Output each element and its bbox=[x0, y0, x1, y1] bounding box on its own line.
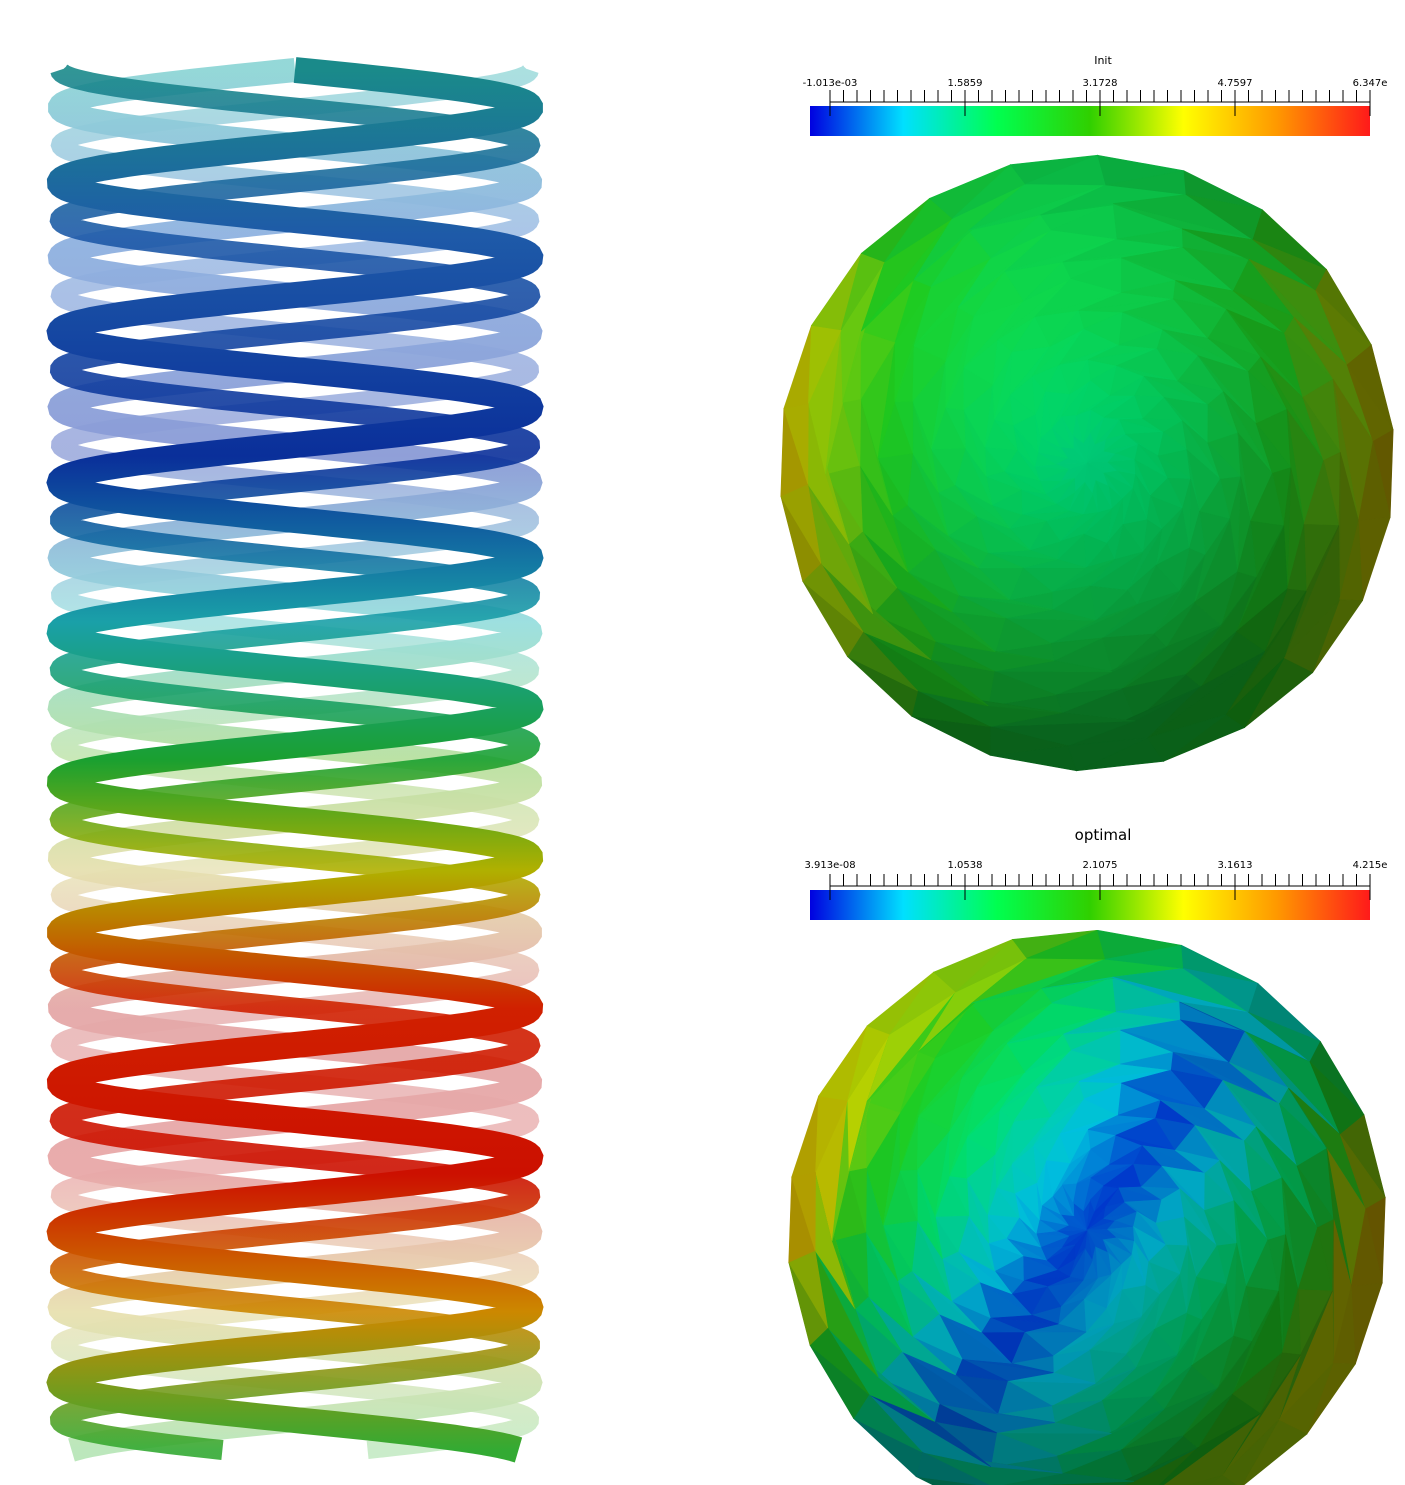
sphere-facet bbox=[1194, 571, 1238, 626]
colorbar-tick-label: 4.215e bbox=[1352, 860, 1388, 871]
colorbar-tick-label: 6.347e bbox=[1352, 78, 1388, 89]
sphere-facet bbox=[1182, 479, 1191, 549]
colorbar-tick-label: 3.913e-08 bbox=[804, 860, 856, 871]
sphere-facet bbox=[1182, 1394, 1233, 1449]
helix-strand bbox=[46, 57, 544, 1463]
optimal-colorbar bbox=[810, 874, 1371, 920]
sphere-facet bbox=[1350, 1282, 1383, 1365]
init-colorbar-title: Init bbox=[1094, 54, 1112, 67]
colorbar-tick-label: 4.7597 bbox=[1217, 78, 1253, 89]
sphere-facet bbox=[1107, 462, 1136, 475]
sphere-facet bbox=[1179, 1245, 1189, 1313]
sphere-facet bbox=[1191, 1284, 1227, 1366]
colorbar-tick-label: 2.1075 bbox=[1082, 860, 1118, 871]
sphere-facet bbox=[1147, 714, 1226, 762]
sphere-facet bbox=[1113, 1447, 1198, 1485]
sphere-facet bbox=[1208, 1474, 1237, 1485]
helix-strand bbox=[49, 64, 541, 1460]
colorbar-tick-label: 1.0538 bbox=[947, 860, 983, 871]
sphere-facet bbox=[1186, 1277, 1203, 1320]
optimal-colorbar-title: optimal bbox=[1074, 826, 1132, 844]
colorbar-tick-label: 3.1613 bbox=[1217, 860, 1253, 871]
sphere-facet bbox=[1148, 1244, 1181, 1275]
sphere-facet bbox=[1358, 517, 1391, 601]
helix-render bbox=[30, 30, 560, 1470]
helix-front-strand bbox=[46, 57, 544, 1463]
sphere-facet bbox=[1133, 1226, 1150, 1262]
helix-svg bbox=[46, 57, 544, 1463]
optimal-sphere bbox=[788, 930, 1386, 1485]
sphere-facet bbox=[1185, 631, 1237, 688]
init-sphere bbox=[780, 154, 1394, 772]
colorbar-gradient bbox=[810, 890, 1370, 920]
sphere-facet bbox=[1191, 1335, 1235, 1389]
colorbar-gradient bbox=[810, 106, 1370, 136]
sphere-facet bbox=[783, 325, 812, 409]
sphere-facet bbox=[1107, 1229, 1135, 1241]
colorbar-tick-label: 3.1728 bbox=[1082, 78, 1118, 89]
sphere-facet bbox=[1183, 1341, 1253, 1437]
colorbar-tick-label: -1.013e-03 bbox=[802, 78, 858, 89]
sphere-facet bbox=[1185, 577, 1257, 675]
sphere-facet bbox=[1194, 518, 1231, 603]
sphere-facet bbox=[791, 1095, 819, 1178]
sphere-facet bbox=[1134, 459, 1151, 496]
sphere-facet bbox=[1147, 651, 1265, 739]
init-colorbar bbox=[810, 90, 1371, 136]
sphere-facet bbox=[1188, 1475, 1223, 1485]
sphere-facet bbox=[1158, 1413, 1261, 1485]
colorbar-tick-label: 1.5859 bbox=[947, 78, 983, 89]
sphere-facet bbox=[1150, 477, 1184, 509]
sphere-facet bbox=[1189, 511, 1206, 556]
